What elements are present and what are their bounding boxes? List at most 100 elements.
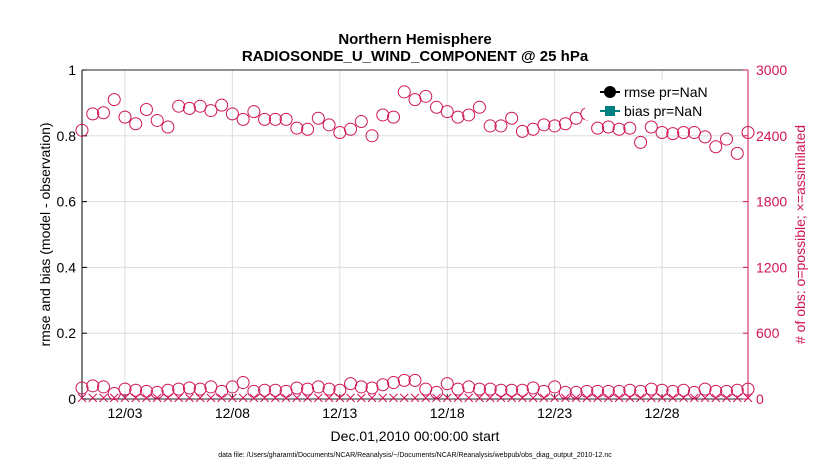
obs-possible-point [677,383,691,397]
obs-assimilated-point [389,393,398,403]
chart-title: Northern Hemisphere [338,31,492,48]
obs-assimilated-point [475,393,484,403]
obs-possible-point [279,384,293,398]
obs-assimilated-point [249,393,259,403]
obs-possible-point [354,380,368,394]
obs-possible-point [580,384,594,398]
obs-possible-point [601,384,615,398]
obs-assimilated-point [518,393,527,403]
obs-assimilated-point [421,393,431,403]
obs-possible-point [720,384,734,398]
obs-assimilated-point [152,393,162,403]
y-left-tick-label: 0.6 [57,194,77,210]
obs-assimilated-point [313,393,323,403]
obs-possible-point [268,383,282,397]
obs-assimilated-point [700,393,710,403]
obs-possible-point [472,382,486,396]
obs-possible-point [558,117,572,131]
obs-possible-point [698,382,712,396]
obs-assimilated-point [743,393,753,403]
obs-assimilated-point [142,393,151,403]
obs-possible-point [505,111,519,125]
obs-possible-point [322,118,336,132]
obs-assimilated-point [109,393,119,403]
obs-possible-point [172,382,186,396]
obs-possible-point [150,385,164,399]
obs-possible-point [558,385,572,399]
obs-assimilated-point [120,393,130,403]
obs-possible-point [365,129,379,143]
obs-possible-point [86,379,100,393]
obs-possible-point [118,110,132,124]
obs-possible-point [741,126,755,140]
obs-possible-point [730,146,744,160]
obs-assimilated-point [722,393,731,403]
obs-possible-point [677,126,691,140]
obs-assimilated-point [464,393,474,403]
obs-possible-point [666,384,680,398]
obs-assimilated-point [399,393,409,403]
obs-possible-point [268,112,282,126]
obs-assimilated-point [206,393,216,403]
obs-assimilated-point [346,393,355,403]
obs-possible-point [569,111,583,125]
obs-possible-point [311,111,325,125]
y-left-tick-label: 0.2 [57,325,77,341]
obs-possible-point [129,117,143,131]
obs-assimilated-point [453,393,463,403]
obs-possible-point [75,123,89,137]
obs-possible-point [537,384,551,398]
obs-possible-point [526,381,540,395]
obs-assimilated-point [593,393,602,403]
obs-assimilated-point [528,393,538,403]
obs-assimilated-point [582,393,592,403]
obs-assimilated-point [367,393,377,403]
obs-possible-point [601,120,615,134]
obs-possible-point [129,383,143,397]
obs-assimilated-point [88,393,98,403]
y-left-tick-label: 0.8 [57,128,77,144]
obs-possible-point [483,119,497,133]
obs-possible-point [634,135,648,149]
obs-possible-point [687,126,701,140]
obs-assimilated-point [679,393,688,403]
obs-possible-point [655,383,669,397]
obs-possible-point [612,384,626,398]
obs-possible-point [644,120,658,134]
obs-possible-point [644,382,658,396]
obs-possible-point [290,121,304,135]
obs-possible-point [236,112,250,126]
obs-possible-point [247,384,261,398]
obs-possible-point [515,383,529,397]
obs-assimilated-point [550,393,559,403]
y-right-tick-label: 600 [756,325,780,341]
obs-possible-point [365,381,379,395]
y-left-tick-label: 0 [68,391,76,407]
obs-possible-point [215,384,229,398]
obs-assimilated-point [195,393,205,403]
obs-possible-point [526,122,540,136]
obs-assimilated-point [260,393,269,403]
obs-possible-point [354,115,368,129]
obs-possible-point [451,110,465,124]
obs-possible-point [279,112,293,126]
obs-possible-point [548,119,562,133]
legend-bias-label: bias pr=NaN [624,103,702,119]
obs-possible-point [258,112,272,126]
obs-possible-point [591,121,605,135]
obs-possible-point [247,105,261,119]
obs-possible-point [440,377,454,391]
obs-assimilated-point [324,393,334,403]
obs-possible-point [408,373,422,387]
legend-bias-marker [605,106,615,116]
obs-assimilated-point [625,393,635,403]
obs-possible-point [215,98,229,112]
obs-assimilated-point [689,393,699,403]
y-right-axis-label: # of obs: o=possible; ×=assimilated [792,125,808,344]
obs-possible-point [96,106,110,120]
obs-assimilated-point [657,393,667,403]
y-left-tick-label: 0.4 [57,259,77,275]
obs-possible-point [75,381,89,395]
obs-possible-point [548,380,562,394]
obs-possible-point [408,93,422,107]
